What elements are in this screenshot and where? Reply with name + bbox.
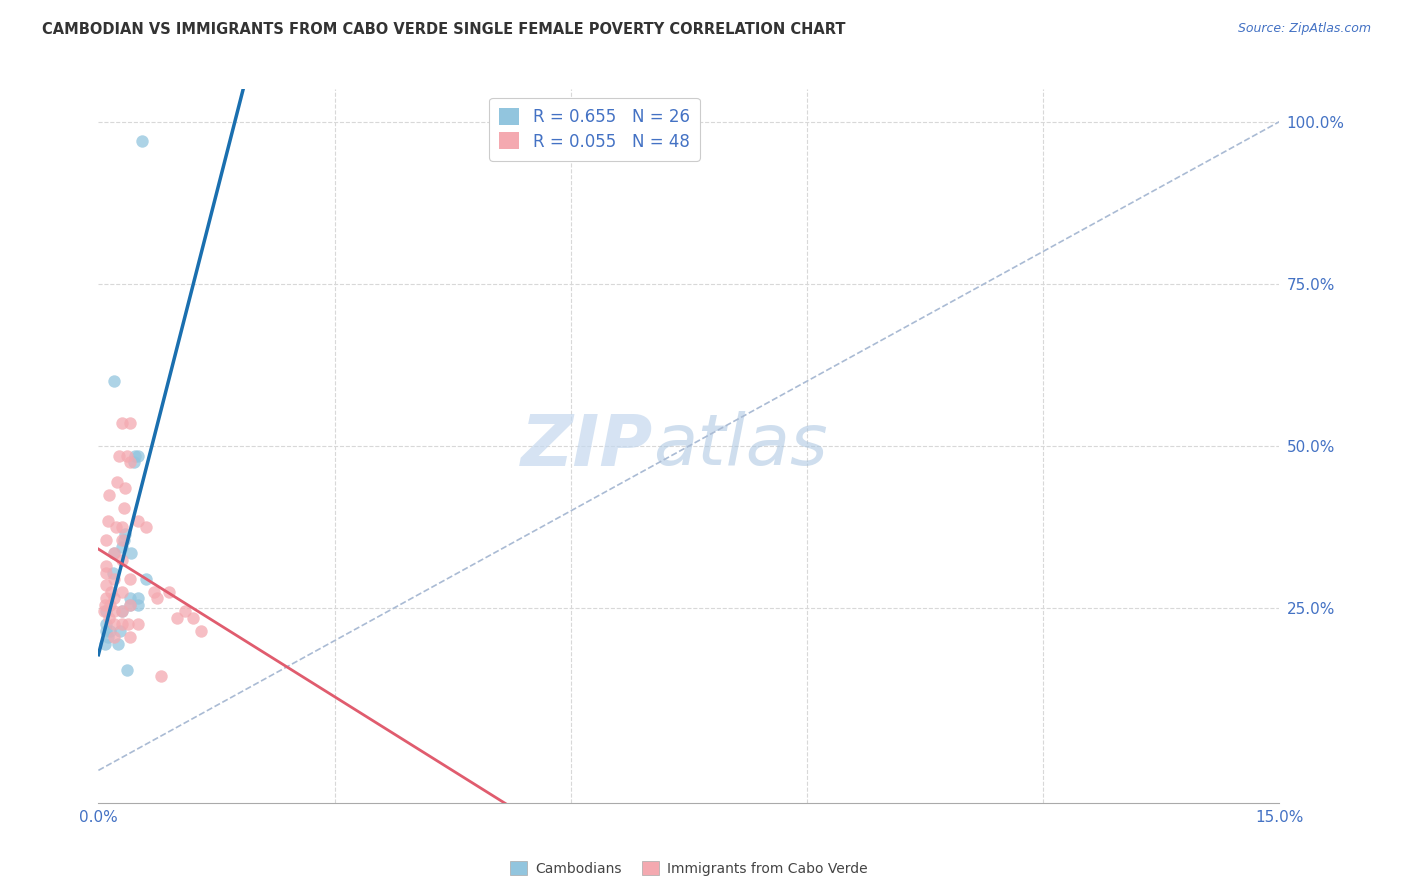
Immigrants from Cabo Verde: [103, 617, 125, 632]
Cambodians: [97, 631, 120, 645]
Cambodians: [115, 663, 138, 677]
Cambodians: [103, 546, 125, 560]
Immigrants from Cabo Verde: [105, 475, 128, 489]
Immigrants from Cabo Verde: [97, 488, 120, 502]
Cambodians: [111, 604, 134, 618]
Immigrants from Cabo Verde: [103, 572, 125, 586]
Cambodians: [118, 591, 141, 606]
Immigrants from Cabo Verde: [181, 611, 204, 625]
Cambodians: [114, 526, 136, 541]
Immigrants from Cabo Verde: [93, 604, 115, 618]
Cambodians: [101, 566, 124, 580]
Immigrants from Cabo Verde: [103, 591, 125, 606]
Immigrants from Cabo Verde: [115, 449, 138, 463]
Text: Source: ZipAtlas.com: Source: ZipAtlas.com: [1237, 22, 1371, 36]
Immigrants from Cabo Verde: [108, 449, 131, 463]
Immigrants from Cabo Verde: [114, 481, 136, 495]
Cambodians: [111, 540, 134, 554]
Immigrants from Cabo Verde: [111, 585, 134, 599]
Legend: Cambodians, Immigrants from Cabo Verde: Cambodians, Immigrants from Cabo Verde: [505, 855, 873, 881]
Cambodians: [135, 572, 157, 586]
Immigrants from Cabo Verde: [98, 611, 121, 625]
Cambodians: [131, 134, 153, 148]
Cambodians: [94, 624, 117, 638]
Immigrants from Cabo Verde: [94, 591, 117, 606]
Immigrants from Cabo Verde: [111, 552, 134, 566]
Immigrants from Cabo Verde: [118, 572, 141, 586]
Immigrants from Cabo Verde: [127, 617, 149, 632]
Cambodians: [124, 449, 146, 463]
Cambodians: [110, 624, 132, 638]
Immigrants from Cabo Verde: [150, 669, 173, 683]
Immigrants from Cabo Verde: [96, 559, 118, 574]
Cambodians: [127, 598, 149, 612]
Immigrants from Cabo Verde: [118, 417, 141, 431]
Immigrants from Cabo Verde: [174, 604, 197, 618]
Cambodians: [96, 604, 118, 618]
Immigrants from Cabo Verde: [190, 624, 212, 638]
Immigrants from Cabo Verde: [103, 604, 125, 618]
Cambodians: [118, 598, 141, 612]
Immigrants from Cabo Verde: [118, 631, 141, 645]
Immigrants from Cabo Verde: [96, 533, 118, 547]
Immigrants from Cabo Verde: [135, 520, 157, 534]
Immigrants from Cabo Verde: [146, 591, 169, 606]
Immigrants from Cabo Verde: [111, 617, 134, 632]
Immigrants from Cabo Verde: [142, 585, 165, 599]
Immigrants from Cabo Verde: [103, 631, 125, 645]
Immigrants from Cabo Verde: [118, 455, 141, 469]
Cambodians: [127, 449, 149, 463]
Immigrants from Cabo Verde: [98, 598, 121, 612]
Immigrants from Cabo Verde: [104, 520, 127, 534]
Immigrants from Cabo Verde: [111, 533, 134, 547]
Cambodians: [93, 637, 115, 651]
Immigrants from Cabo Verde: [96, 578, 118, 592]
Immigrants from Cabo Verde: [111, 417, 134, 431]
Immigrants from Cabo Verde: [111, 520, 134, 534]
Immigrants from Cabo Verde: [111, 604, 134, 618]
Immigrants from Cabo Verde: [118, 598, 141, 612]
Text: ZIP: ZIP: [522, 411, 654, 481]
Cambodians: [103, 374, 125, 388]
Immigrants from Cabo Verde: [157, 585, 180, 599]
Cambodians: [121, 546, 143, 560]
Immigrants from Cabo Verde: [127, 514, 149, 528]
Cambodians: [96, 617, 118, 632]
Text: CAMBODIAN VS IMMIGRANTS FROM CABO VERDE SINGLE FEMALE POVERTY CORRELATION CHART: CAMBODIAN VS IMMIGRANTS FROM CABO VERDE …: [42, 22, 845, 37]
Text: atlas: atlas: [654, 411, 828, 481]
Immigrants from Cabo Verde: [97, 514, 120, 528]
Immigrants from Cabo Verde: [117, 617, 139, 632]
Cambodians: [98, 624, 121, 638]
Immigrants from Cabo Verde: [96, 566, 118, 580]
Immigrants from Cabo Verde: [103, 546, 125, 560]
Cambodians: [112, 533, 135, 547]
Immigrants from Cabo Verde: [100, 585, 122, 599]
Immigrants from Cabo Verde: [112, 500, 135, 515]
Cambodians: [122, 455, 145, 469]
Cambodians: [127, 591, 149, 606]
Immigrants from Cabo Verde: [93, 598, 115, 612]
Immigrants from Cabo Verde: [166, 611, 188, 625]
Cambodians: [107, 637, 129, 651]
